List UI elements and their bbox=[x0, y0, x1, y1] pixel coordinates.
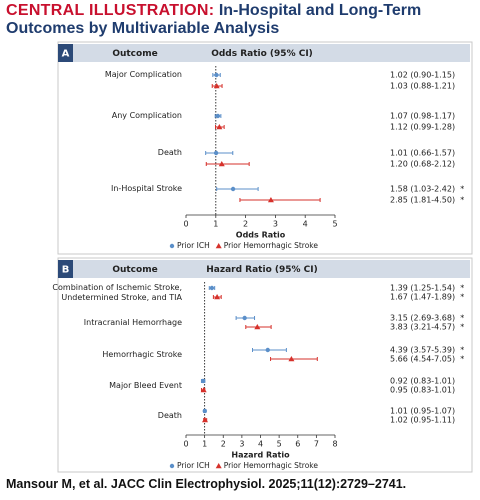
point-estimate bbox=[267, 197, 274, 203]
legend-marker bbox=[215, 243, 222, 249]
legend-label: Prior Hemorrhagic Stroke bbox=[224, 461, 319, 470]
value-label: 2.85 (1.81-4.50) * bbox=[390, 196, 464, 205]
point-estimate bbox=[214, 72, 219, 78]
x-tick-label: 5 bbox=[332, 220, 337, 229]
value-label: 1.20 (0.68-2.12) bbox=[390, 160, 455, 169]
point-estimate bbox=[213, 83, 220, 89]
x-tick-label: 0 bbox=[183, 440, 188, 449]
title-text: In-Hospital and Long-Term Outcomes by Mu… bbox=[6, 2, 422, 37]
x-tick-label: 7 bbox=[314, 440, 319, 449]
legend-label: Prior Hemorrhagic Stroke bbox=[224, 241, 319, 250]
category-label: Death bbox=[157, 410, 182, 420]
category-header: Outcome bbox=[112, 49, 157, 59]
x-tick-label: 3 bbox=[239, 440, 244, 449]
category-header: Outcome bbox=[112, 265, 157, 275]
category-label: Major Complication bbox=[104, 70, 182, 79]
category-label: Hemorrhagic Stroke bbox=[102, 349, 182, 359]
x-axis-label: Hazard Ratio bbox=[231, 451, 290, 460]
point-estimate bbox=[218, 161, 225, 167]
category-label: Intracranial Hemorrhage bbox=[83, 317, 182, 327]
category-label: Combination of Ischemic Stroke, Undeterm… bbox=[52, 282, 182, 302]
x-tick-label: 3 bbox=[273, 220, 278, 229]
category-label: Major Bleed Event bbox=[109, 380, 182, 390]
value-label: 3.83 (3.21-4.57) * bbox=[390, 323, 464, 332]
value-label: 0.92 (0.83-1.01) bbox=[390, 377, 455, 386]
legend-marker bbox=[215, 463, 222, 469]
panel-label: A bbox=[62, 49, 70, 60]
value-label: 1.07 (0.98-1.17) bbox=[390, 112, 455, 121]
value-label: 4.39 (3.57-5.39) * bbox=[390, 346, 464, 355]
x-tick-label: 1 bbox=[213, 220, 218, 229]
x-tick-label: 4 bbox=[258, 440, 263, 449]
point-estimate bbox=[213, 150, 219, 156]
value-label: 1.01 (0.66-1.57) bbox=[390, 149, 455, 158]
panel-label-box bbox=[58, 44, 73, 62]
panel bbox=[57, 41, 473, 255]
legend-marker bbox=[169, 243, 175, 249]
point-estimate bbox=[209, 285, 215, 291]
title-label: CENTRAL ILLUSTRATION: bbox=[6, 2, 215, 19]
value-label: 0.95 (0.83-1.01) bbox=[390, 386, 455, 395]
value-header: Hazard Ratio (95% CI) bbox=[206, 265, 318, 275]
point-estimate bbox=[230, 186, 236, 192]
point-estimate bbox=[216, 124, 223, 130]
panel bbox=[57, 257, 473, 473]
point-estimate bbox=[215, 113, 221, 119]
category-label: Any Complication bbox=[111, 111, 182, 120]
point-estimate bbox=[214, 294, 221, 300]
point-estimate bbox=[201, 417, 208, 423]
category-label: Death bbox=[157, 148, 182, 157]
value-label: 1.39 (1.25-1.54) * bbox=[390, 284, 464, 293]
point-estimate bbox=[200, 378, 206, 384]
panel-header bbox=[58, 260, 470, 278]
value-label: 1.02 (0.95-1.11) bbox=[390, 416, 455, 425]
point-estimate bbox=[288, 356, 295, 362]
panel-label-box bbox=[58, 260, 73, 278]
category-label: In-Hospital Stroke bbox=[111, 184, 182, 193]
x-tick-label: 1 bbox=[202, 440, 207, 449]
x-tick-label: 0 bbox=[183, 220, 188, 229]
citation: Mansour M, et al. JACC Clin Electrophysi… bbox=[6, 477, 407, 491]
value-header: Odds Ratio (95% CI) bbox=[211, 49, 313, 59]
legend-label: Prior ICH bbox=[177, 461, 210, 470]
x-tick-label: 8 bbox=[332, 440, 337, 449]
point-estimate bbox=[200, 387, 207, 393]
x-tick-label: 2 bbox=[221, 440, 226, 449]
point-estimate bbox=[254, 324, 261, 330]
panel-header bbox=[58, 44, 470, 62]
value-label: 5.66 (4.54-7.05) * bbox=[390, 355, 464, 364]
x-axis-label: Odds Ratio bbox=[236, 231, 286, 240]
value-label: 1.03 (0.88-1.21) bbox=[390, 82, 455, 91]
value-label: 1.01 (0.95-1.07) bbox=[390, 407, 455, 416]
point-estimate bbox=[242, 315, 247, 321]
legend-label: Prior ICH bbox=[177, 241, 210, 250]
title: CENTRAL ILLUSTRATION: In-Hospital and Lo… bbox=[6, 2, 446, 38]
x-tick-label: 2 bbox=[243, 220, 248, 229]
x-tick-label: 4 bbox=[303, 220, 308, 229]
value-label: 3.15 (2.69-3.68) * bbox=[390, 314, 464, 323]
panel-label: B bbox=[62, 265, 70, 276]
legend-marker bbox=[169, 463, 175, 469]
value-label: 1.58 (1.03-2.42) * bbox=[390, 185, 464, 194]
x-tick-label: 5 bbox=[277, 440, 282, 449]
value-label: 1.02 (0.90-1.15) bbox=[390, 71, 455, 80]
point-estimate bbox=[265, 347, 270, 353]
value-label: 1.67 (1.47-1.89) * bbox=[390, 293, 464, 302]
value-label: 1.12 (0.99-1.28) bbox=[390, 123, 455, 132]
x-tick-label: 6 bbox=[295, 440, 300, 449]
point-estimate bbox=[202, 408, 208, 414]
